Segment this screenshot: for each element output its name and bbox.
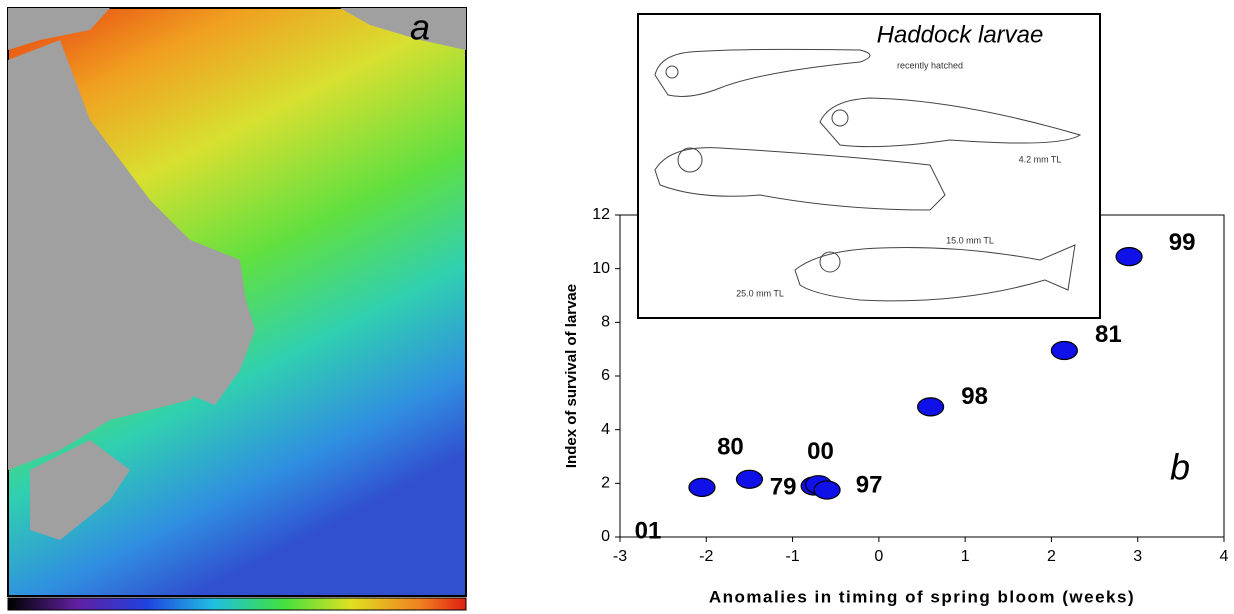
point-label: 98: [961, 383, 988, 410]
inset-caption: 25.0 mm TL: [736, 288, 784, 298]
y-tick-label: 4: [601, 421, 610, 438]
point: [1116, 248, 1142, 266]
map: [8, 8, 466, 610]
x-tick-label: 2: [1047, 548, 1056, 565]
x-tick-label: -1: [785, 548, 799, 565]
y-tick-label: 8: [601, 314, 610, 331]
point-label: 97: [856, 471, 883, 498]
point-label: 80: [717, 434, 744, 461]
inset-title: Haddock larvae: [877, 21, 1044, 48]
panel-label: b: [1170, 447, 1190, 488]
y-axis-title: Index of survival of larvae: [563, 284, 580, 468]
y-tick-label: 12: [592, 206, 610, 223]
point-label: 79: [770, 473, 797, 500]
point: [1051, 342, 1077, 360]
y-tick-label: 0: [601, 528, 610, 545]
x-tick-label: -3: [613, 548, 627, 565]
point-label: 01: [635, 518, 662, 545]
x-tick-label: 1: [961, 548, 970, 565]
figure: a 024681012-3-2-1012340180790097988199 I…: [0, 0, 1234, 614]
point-label: 00: [807, 438, 834, 465]
x-axis-title: Anomalies in timing of spring bloom (wee…: [709, 587, 1135, 606]
x-tick-label: 4: [1220, 548, 1229, 565]
inset-caption: 4.2 mm TL: [1019, 154, 1062, 164]
x-tick-label: 0: [874, 548, 883, 565]
point: [814, 481, 840, 499]
inset: [638, 14, 1100, 318]
point-label: 81: [1095, 321, 1122, 348]
point: [736, 470, 762, 488]
inset-caption: recently hatched: [897, 60, 963, 70]
point-label: 99: [1169, 229, 1196, 256]
inset-caption: 15.0 mm TL: [946, 235, 994, 245]
y-tick-label: 2: [601, 475, 610, 492]
y-tick-label: 10: [592, 260, 610, 277]
point: [689, 478, 715, 496]
y-tick-label: 6: [601, 367, 610, 384]
x-tick-label: -2: [699, 548, 713, 565]
x-tick-label: 3: [1133, 548, 1142, 565]
panel-label: a: [410, 7, 430, 48]
point: [918, 398, 944, 416]
